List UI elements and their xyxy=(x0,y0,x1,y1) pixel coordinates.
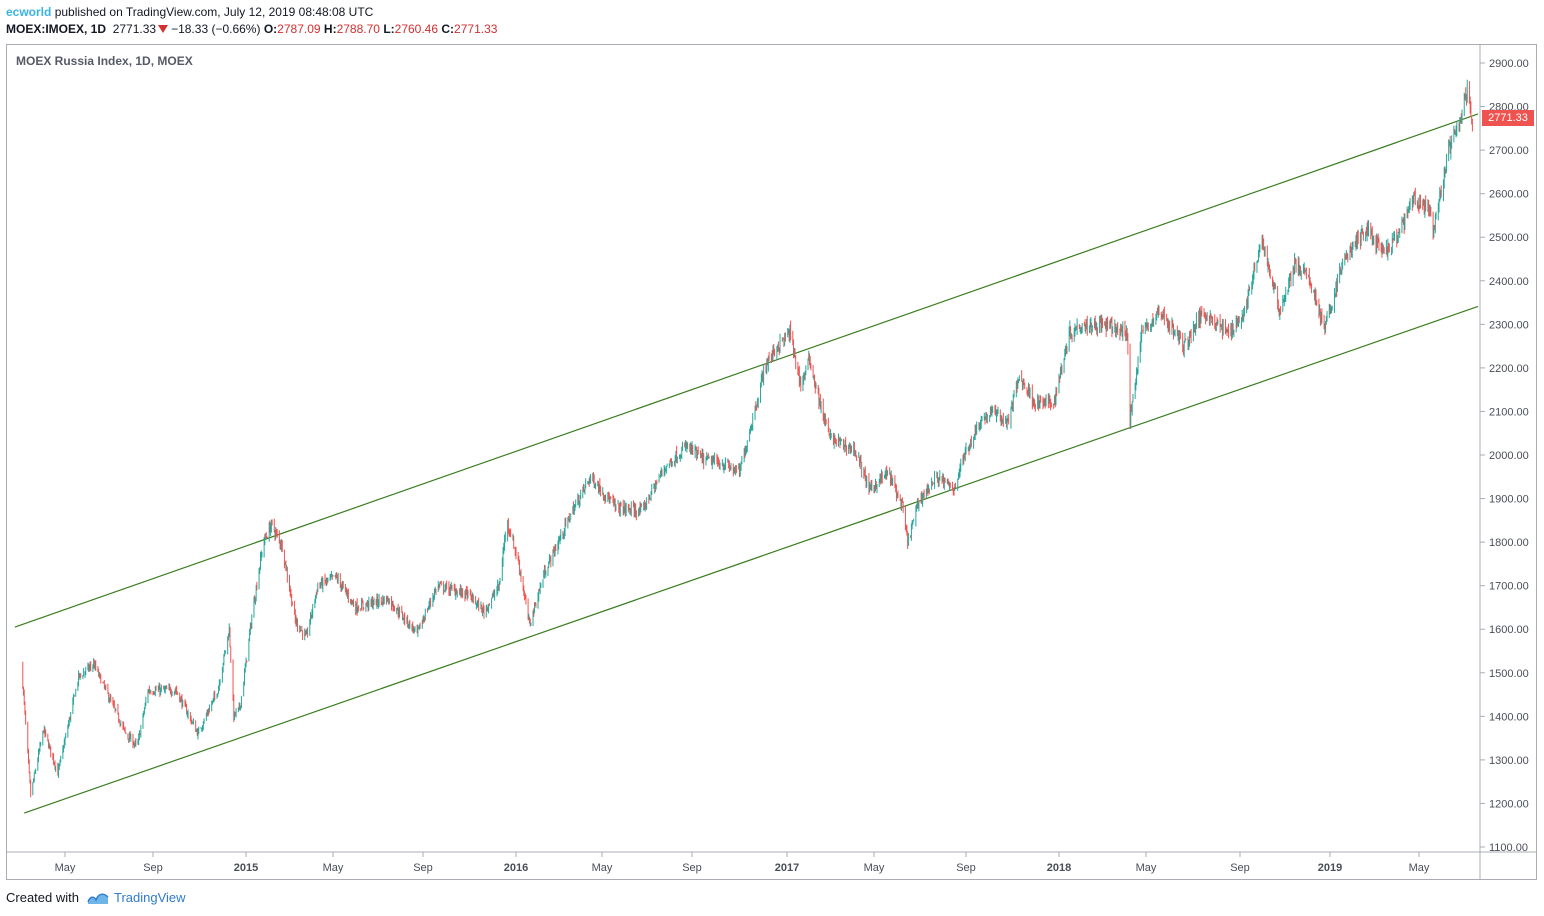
x-tick-label: Sep xyxy=(956,862,976,874)
open-label: O: xyxy=(263,22,278,36)
x-tick-label: 2016 xyxy=(504,862,528,874)
y-tick-label: 2400.00 xyxy=(1489,276,1529,288)
open-value: 2787.09 xyxy=(277,22,321,36)
x-tick-label: Sep xyxy=(1230,862,1250,874)
x-tick-label: 2018 xyxy=(1047,862,1071,874)
x-tick-label: May xyxy=(592,862,613,874)
x-tick-label: 2015 xyxy=(234,862,258,874)
x-tick-label: 2019 xyxy=(1318,862,1342,874)
y-tick-label: 1400.00 xyxy=(1489,711,1529,723)
low-value: 2760.46 xyxy=(394,22,439,36)
x-tick-label: May xyxy=(1136,862,1157,874)
x-tick-label: Sep xyxy=(682,862,702,874)
x-tick-label: May xyxy=(864,862,885,874)
chart-frame xyxy=(6,44,1537,880)
x-tick-label: May xyxy=(323,862,344,874)
last-price: 2771.33 xyxy=(112,22,157,36)
high-label: H: xyxy=(323,22,337,36)
y-tick-label: 2600.00 xyxy=(1489,189,1529,201)
y-tick-label: 1700.00 xyxy=(1489,581,1529,593)
y-tick-label: 2500.00 xyxy=(1489,232,1529,244)
y-tick-label: 1200.00 xyxy=(1489,798,1529,810)
x-tick-label: Sep xyxy=(143,862,163,874)
last-price-tag: 2771.33 xyxy=(1482,110,1534,126)
low-label: L: xyxy=(383,22,395,36)
y-tick-label: 2900.00 xyxy=(1489,58,1529,70)
chart-legend: MOEX Russia Index, 1D, MOEX xyxy=(16,54,193,68)
channel-lower-line[interactable] xyxy=(24,305,1479,814)
x-tick-label: Sep xyxy=(413,862,433,874)
x-tick-label: May xyxy=(1409,862,1430,874)
y-tick-label: 2200.00 xyxy=(1489,363,1529,375)
close-label: C: xyxy=(441,22,455,36)
published-text: published on TradingView.com, July 12, 2… xyxy=(54,5,374,19)
footer: Created with TradingView xyxy=(6,890,186,906)
tradingview-logo-icon xyxy=(86,893,109,904)
author-link[interactable]: ecworld xyxy=(6,5,52,19)
y-tick-label: 2000.00 xyxy=(1489,450,1529,462)
y-tick-label: 2300.00 xyxy=(1489,319,1529,331)
symbol-label: MOEX:IMOEX, 1D xyxy=(6,22,107,36)
close-value: 2771.33 xyxy=(454,22,498,36)
ohlc-bar: MOEX:IMOEX, 1D 2771.33 −18.33 (−0.66%) O:… xyxy=(6,21,497,37)
high-value: 2788.70 xyxy=(336,22,380,36)
y-tick-label: 2700.00 xyxy=(1489,145,1529,157)
y-tick-label: 1100.00 xyxy=(1489,842,1528,854)
y-tick-label: 1800.00 xyxy=(1489,537,1529,549)
publish-info: ecworld published on TradingView.com, Ju… xyxy=(6,4,373,20)
x-tick-label: 2017 xyxy=(775,862,799,874)
y-tick-label: 1300.00 xyxy=(1489,755,1529,767)
price-change: −18.33 (−0.66%) xyxy=(171,22,261,36)
x-tick-label: May xyxy=(55,862,76,874)
y-tick-label: 1600.00 xyxy=(1489,624,1529,636)
down-arrow-icon xyxy=(158,25,169,33)
y-tick-label: 1900.00 xyxy=(1489,494,1529,506)
y-tick-label: 1500.00 xyxy=(1489,668,1529,680)
created-with-text: Created with xyxy=(6,890,79,905)
tradingview-link[interactable]: TradingView xyxy=(114,890,186,905)
channel-upper-line[interactable] xyxy=(14,113,1479,628)
y-tick-label: 2100.00 xyxy=(1489,406,1529,418)
